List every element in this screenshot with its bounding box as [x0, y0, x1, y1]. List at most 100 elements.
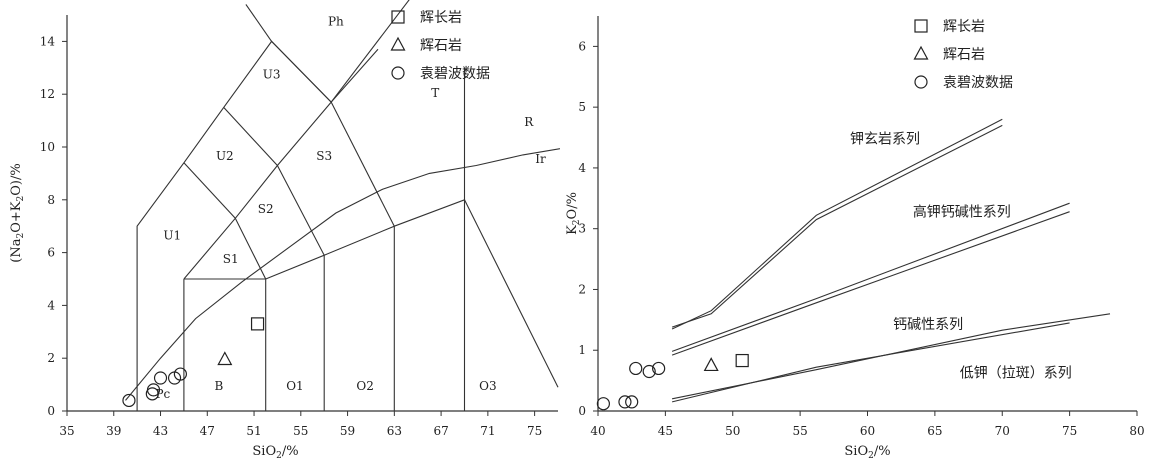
circle-data-point [642, 364, 656, 379]
field-boundary [330, 0, 410, 103]
plot-layer [671, 118, 1111, 403]
triangle-data-point [217, 351, 233, 366]
circle-data-point [122, 393, 136, 408]
legend-label: 辉长岩 [420, 10, 462, 26]
field-label-ir: Ir [535, 152, 546, 166]
circle-data-point [629, 361, 643, 376]
field-boundary [671, 124, 1003, 328]
x-tick-label: 65 [927, 424, 942, 438]
circle-data-point [153, 371, 168, 385]
y-tick-label: 14 [40, 34, 56, 48]
field-boundary [671, 313, 1111, 400]
circle-data-point [596, 397, 610, 411]
x-tick-label: 55 [792, 424, 807, 438]
legend-label: 辉石岩 [420, 38, 462, 54]
field-boundary [183, 162, 236, 219]
y-tick-label: 8 [47, 193, 55, 207]
y-tick-label: 10 [40, 140, 55, 154]
field-boundary [464, 199, 559, 388]
circle-data-point [618, 395, 632, 409]
x-tick-label: 47 [200, 424, 215, 438]
tas-diagram: 35 39 43 47 51 55 59 63 67 71 75 0 2 4 6 8 10 12 14 SiO2/% (… [9, 0, 560, 461]
legend-label: 袁碧波数据 [943, 75, 1013, 91]
y-tick-label: 2 [47, 351, 55, 365]
y-tick-label: 4 [47, 298, 55, 312]
field-label-s3: S3 [316, 149, 332, 163]
x-tick-label: 63 [387, 424, 402, 438]
series-region-label: 钙碱性系列 [893, 317, 963, 333]
circle-data-point [652, 361, 666, 376]
x-tick-label: 35 [59, 424, 74, 438]
x-tick-label: 71 [480, 424, 495, 438]
field-label-u1: U1 [163, 228, 181, 242]
x-tick-label: 50 [725, 424, 740, 438]
y-tick-label: 4 [578, 161, 586, 175]
x-tick-label: 43 [153, 424, 168, 438]
x-tick-label: 40 [590, 424, 605, 438]
square-data-point [735, 353, 749, 368]
y-tick-label: 0 [47, 404, 55, 418]
x-tick-label: 51 [246, 424, 261, 438]
x-tick-label: 80 [1129, 424, 1144, 438]
field-boundary [234, 218, 267, 280]
x-tick-label: 39 [106, 424, 121, 438]
field-boundary [183, 278, 267, 411]
field-label-ph: Ph [328, 15, 344, 29]
y-tick-label: 1 [578, 343, 586, 357]
legend-label: 辉长岩 [943, 19, 985, 35]
x-tick-label: 75 [1062, 424, 1077, 438]
field-boundary [671, 118, 1003, 330]
circle-data-point [146, 383, 161, 397]
x-tick-label: 55 [293, 424, 308, 438]
field-label-t: T [431, 86, 439, 100]
y-tick-label: 6 [47, 246, 55, 260]
square-data-point [250, 317, 265, 331]
field-boundary [394, 199, 466, 411]
series-region-label: 低钾（拉斑）系列 [960, 366, 1072, 382]
legend-label: 辉石岩 [943, 47, 985, 63]
field-label-o1: O1 [286, 379, 303, 393]
legend-label: 袁碧波数据 [420, 66, 490, 82]
y-tick-label: 6 [578, 39, 586, 53]
y-axis-label: K2O/% [565, 192, 582, 235]
field-label-s2: S2 [258, 202, 274, 216]
field-label-r: R [524, 115, 534, 129]
series-region-label: 钾玄岩系列 [850, 131, 920, 148]
x-axis-label: SiO2/% [252, 444, 298, 461]
x-tick-label: 75 [527, 424, 542, 438]
legend-square-icon [391, 10, 405, 24]
field-boundary [671, 322, 1070, 403]
y-tick-label: 12 [40, 87, 55, 101]
circle-data-point [625, 395, 639, 409]
legend-triangle-icon [390, 36, 406, 51]
field-boundary [276, 165, 325, 256]
field-label-o2: O2 [356, 379, 373, 393]
k2o-sio2-diagram: 40 45 50 55 60 65 70 75 800123456SiO2/%K2O/%钾玄岩系… [565, 16, 1145, 461]
y-tick-label: 0 [578, 404, 586, 418]
triangle-data-point [703, 357, 719, 372]
legend-circle-icon [914, 75, 928, 89]
field-boundary [271, 41, 379, 103]
field-boundary [223, 107, 278, 166]
x-tick-label: 60 [860, 424, 875, 438]
x-tick-label: 45 [658, 424, 673, 438]
field-label-o3: O3 [479, 379, 496, 393]
field-boundary [330, 101, 395, 227]
alkaline-subalkaline-curve [125, 148, 560, 401]
legend-triangle-icon [913, 45, 929, 60]
field-boundary [671, 202, 1070, 352]
y-tick-label: 2 [578, 282, 586, 296]
x-tick-label: 67 [433, 424, 448, 438]
series-region-label: 高钾钙碱性系列 [913, 204, 1011, 221]
y-tick-label: 5 [578, 100, 586, 114]
field-label-u2: U2 [216, 149, 234, 163]
field-label-s1: S1 [223, 252, 239, 266]
field-boundary [245, 4, 273, 42]
x-tick-label: 70 [995, 424, 1010, 438]
field-label-b: B [215, 379, 224, 393]
y-tick-label: 3 [578, 222, 586, 236]
legend-square-icon [914, 19, 928, 33]
field-label-u3: U3 [263, 67, 281, 81]
field-boundary [671, 211, 1070, 356]
x-axis-label: SiO2/% [844, 444, 890, 461]
